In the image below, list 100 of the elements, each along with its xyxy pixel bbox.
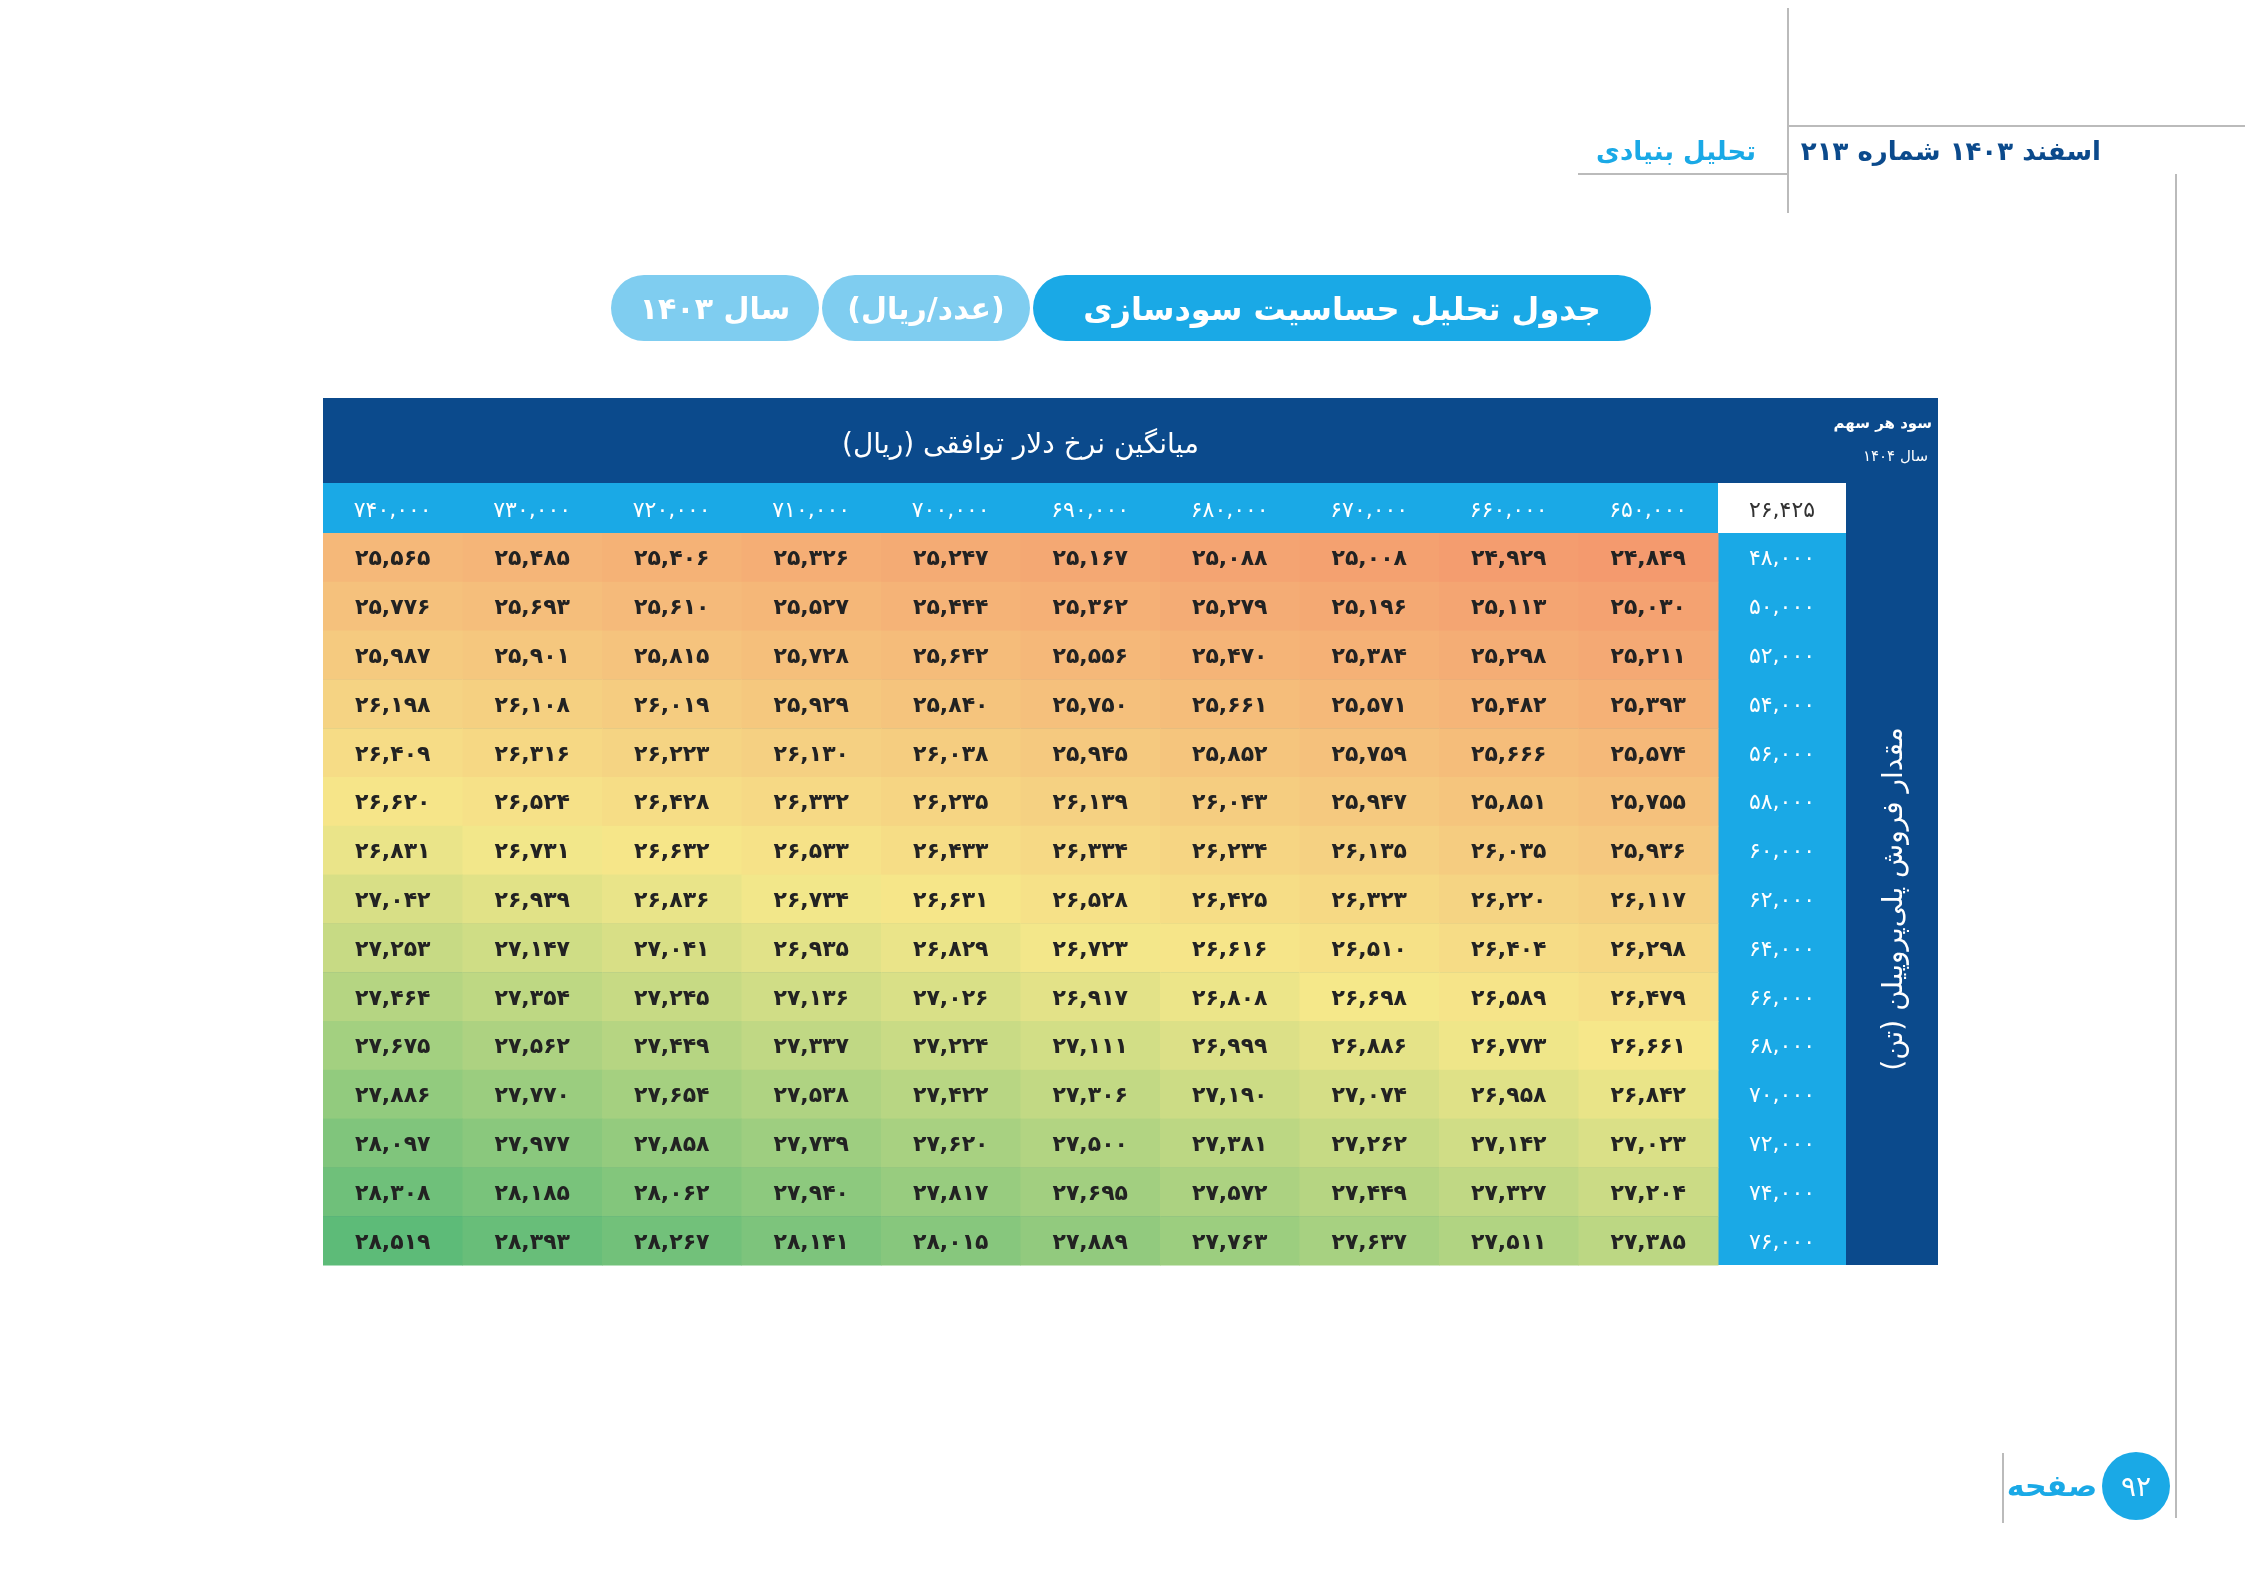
data-label: ۲۷,۵۱۱: [1471, 1228, 1547, 1254]
y-tick-label: ۵۲,۰۰۰: [1748, 643, 1816, 668]
data-label: ۲۵,۸۵۲: [1192, 740, 1269, 766]
y-tick-label: ۶۸,۰۰۰: [1748, 1033, 1816, 1059]
data-label: ۲۷,۶۲۰: [913, 1131, 989, 1156]
data-label: ۲۷,۷۳۹: [773, 1131, 849, 1156]
x-tick-label: ۶۸۰,۰۰۰: [1190, 497, 1269, 522]
text: صفحه: [2006, 1468, 2098, 1503]
data-label: ۲۶,۷۳۴: [773, 887, 849, 912]
data-label: ۲۶,۴۲۵: [1192, 887, 1268, 912]
data-label: ۲۶,۳۱۶: [494, 740, 570, 766]
data-label: ۲۶,۱۰۸: [494, 691, 571, 717]
data-label: ۲۶,۱۳۹: [1052, 789, 1128, 815]
data-label: ۲۴,۸۴۹: [1610, 545, 1686, 571]
x-tick-label: ۷۴۰,۰۰۰: [353, 497, 432, 522]
data-label: ۲۵,۶۹۳: [494, 594, 571, 620]
data-label: ۲۷,۸۱۷: [913, 1179, 990, 1205]
data-label: ۲۶,۵۳۳: [773, 838, 850, 864]
data-label: ۲۷,۰۲۶: [913, 984, 989, 1010]
data-label: ۲۵,۲۱۱: [1610, 643, 1686, 668]
data-label: ۲۵,۶۴۲: [913, 643, 990, 668]
data-label: ۲۵,۴۸۲: [1471, 691, 1548, 717]
data-label: ۲۸,۰۹۷: [355, 1131, 432, 1156]
data-label: ۲۶,۳۲۳: [1331, 887, 1408, 912]
data-label: ۲۵,۸۱۵: [634, 643, 710, 668]
data-label: ۲۵,۸۵۱: [1471, 789, 1547, 815]
data-label: ۲۷,۹۴۰: [773, 1179, 849, 1205]
data-label: ۲۵,۸۴۰: [913, 691, 989, 717]
data-label: ۲۷,۴۶۴: [355, 984, 431, 1010]
data-label: ۲۷,۵۰۰: [1052, 1131, 1128, 1156]
data-label: ۲۶,۹۵۸: [1471, 1082, 1548, 1108]
data-label: ۲۵,۳۹۳: [1610, 691, 1687, 717]
data-label: ۲۶,۴۰۴: [1471, 935, 1547, 961]
data-label: ۲۶,۰۳۵: [1471, 838, 1547, 864]
data-label: ۲۷,۴۲۲: [913, 1082, 990, 1108]
data-label: ۲۷,۵۶۲: [494, 1033, 571, 1059]
data-label: ۲۵,۰۰۸: [1331, 545, 1408, 571]
data-label: ۲۵,۳۸۴: [1331, 643, 1407, 668]
data-label: ۲۸,۱۴۱: [773, 1228, 849, 1254]
data-label: ۲۸,۰۶۲: [634, 1179, 711, 1205]
data-label: ۲۸,۳۹۳: [494, 1228, 571, 1254]
data-label: ۲۶,۳۳۴: [1052, 838, 1128, 864]
data-label: ۲۵,۷۲۸: [773, 643, 850, 668]
data-label: ۲۵,۵۲۷: [773, 594, 850, 620]
data-label: ۲۷,۰۴۲: [355, 887, 432, 912]
y-tick-label: ۷۰,۰۰۰: [1748, 1082, 1816, 1108]
data-label: ۲۶,۹۱۷: [1052, 984, 1129, 1010]
data-label: ۲۶,۵۲۴: [494, 789, 570, 815]
data-label: ۲۵,۴۷۰: [1192, 643, 1268, 668]
x-axis-title: میانگین نرخ دلار توافقی (ریال): [842, 427, 1199, 460]
data-label: ۲۷,۳۳۷: [773, 1033, 850, 1059]
data-label: ۲۵,۲۷۹: [1192, 594, 1268, 620]
data-label: ۲۶,۶۳۱: [913, 887, 989, 912]
data-label: ۲۵,۹۰۱: [494, 643, 570, 668]
x-tick-label: ۶۷۰,۰۰۰: [1330, 497, 1409, 522]
data-label: ۲۵,۱۶۷: [1052, 545, 1129, 571]
data-label: ۲۶,۶۹۸: [1331, 984, 1408, 1010]
data-label: ۲۵,۶۶۶: [1471, 740, 1547, 766]
data-label: ۲۵,۵۶۵: [355, 545, 431, 571]
data-label: ۲۷,۰۲۳: [1610, 1131, 1687, 1156]
text: اسفند ۱۴۰۳ شماره ۲۱۳: [1800, 136, 2101, 166]
data-label: ۲۵,۹۴۷: [1331, 789, 1408, 815]
data-label: ۲۶,۷۲۳: [1052, 935, 1129, 961]
data-label: ۲۷,۵۳۸: [773, 1082, 850, 1108]
data-label: ۲۷,۷۶۳: [1192, 1228, 1269, 1254]
x-tick-label: ۷۳۰,۰۰۰: [493, 497, 572, 522]
data-label: ۲۵,۹۳۶: [1610, 838, 1686, 864]
text: ۲۶,۴۲۵: [1748, 497, 1816, 522]
data-label: ۲۶,۶۳۲: [634, 838, 711, 864]
data-label: ۲۷,۲۴۵: [634, 984, 710, 1010]
y-tick-label: ۶۰,۰۰۰: [1748, 838, 1816, 864]
data-label: ۲۶,۸۳۶: [634, 887, 710, 912]
data-label: ۲۶,۶۲۰: [355, 789, 431, 815]
data-label: ۲۶,۸۰۸: [1192, 984, 1269, 1010]
data-label: ۲۷,۰۴۱: [634, 935, 710, 961]
data-label: ۲۵,۳۲۶: [773, 545, 849, 571]
data-label: ۲۶,۱۳۰: [773, 740, 849, 766]
x-tick-label: ۶۶۰,۰۰۰: [1469, 497, 1548, 522]
y-tick-label: ۵۴,۰۰۰: [1748, 691, 1816, 717]
data-label: ۲۶,۹۳۵: [773, 935, 849, 961]
text: ۹۲: [2120, 1470, 2152, 1503]
data-label: ۲۶,۹۳۹: [494, 887, 570, 912]
data-label: ۲۷,۱۱۱: [1052, 1033, 1128, 1059]
data-label: ۲۶,۸۲۹: [913, 935, 989, 961]
data-label: ۲۷,۱۴۷: [494, 935, 571, 961]
data-label: ۲۸,۵۱۹: [355, 1228, 431, 1254]
y-tick-label: ۵۶,۰۰۰: [1748, 740, 1816, 766]
data-label: ۲۵,۵۵۶: [1052, 643, 1128, 668]
data-label: ۲۷,۸۸۹: [1052, 1228, 1128, 1254]
data-label: ۲۵,۷۵۰: [1052, 691, 1128, 717]
data-label: ۲۶,۵۸۹: [1471, 984, 1547, 1010]
data-label: ۲۷,۲۶۲: [1331, 1131, 1408, 1156]
data-label: ۲۵,۹۸۷: [355, 643, 432, 668]
y-tick-label: ۶۲,۰۰۰: [1748, 887, 1816, 912]
data-label: ۲۸,۳۰۸: [355, 1179, 432, 1205]
x-tick-label: ۷۱۰,۰۰۰: [772, 497, 851, 522]
data-label: ۲۷,۳۸۵: [1610, 1228, 1686, 1254]
y-tick-label: ۵۸,۰۰۰: [1748, 789, 1816, 815]
data-label: ۲۷,۳۲۷: [1471, 1179, 1548, 1205]
data-label: ۲۷,۴۴۹: [634, 1033, 710, 1059]
